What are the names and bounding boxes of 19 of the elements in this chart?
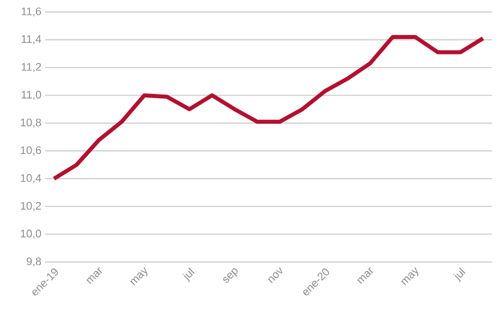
y-tick-label: 11,2 xyxy=(22,63,41,72)
x-tick-label: nov xyxy=(268,267,282,284)
line-series xyxy=(52,34,485,181)
y-tick-label: 10,2 xyxy=(20,202,41,211)
y-tick-label: 11,0 xyxy=(22,90,42,100)
x-tick-label: mar xyxy=(357,267,373,284)
x-tick-label: jul xyxy=(453,268,466,282)
y-tick-label: 10,0 xyxy=(20,230,42,239)
x-tick-label: may xyxy=(130,267,148,286)
y-tick-label: 10,4 xyxy=(20,174,42,184)
x-tick-label: mar xyxy=(86,267,102,284)
x-tick-label: may xyxy=(401,267,418,286)
y-tick-label: 10,8 xyxy=(20,118,41,128)
x-tick-label: jul xyxy=(182,268,195,282)
x-tick-label: sep xyxy=(223,268,238,283)
y-tick-label: 11,6 xyxy=(22,7,41,17)
y-tick-label: 11,4 xyxy=(22,35,42,44)
y-tick-label: 10,6 xyxy=(20,146,41,156)
y-tick-label: 9,8 xyxy=(26,257,41,267)
